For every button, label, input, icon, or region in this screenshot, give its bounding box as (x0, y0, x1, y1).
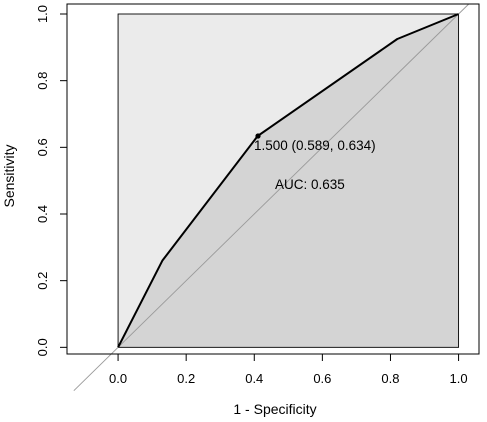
y-tick-label: 0.4 (35, 205, 50, 223)
y-tick-label: 0.0 (35, 338, 50, 356)
x-tick-label: 1.0 (450, 371, 468, 386)
auc-annotation: AUC: 0.635 (275, 177, 345, 192)
x-tick-label: 0.0 (109, 371, 127, 386)
y-tick-label: 0.6 (35, 138, 50, 156)
y-tick-label: 0.8 (35, 72, 50, 90)
axis-ticks: 0.0 0.2 0.4 0.6 0.8 1.0 0.0 0.2 0.4 0.6 0.8 1.0 (35, 5, 468, 386)
threshold-annotation: 1.500 (0.589, 0.634) (254, 138, 376, 153)
x-tick-label: 0.6 (313, 371, 331, 386)
x-axis-label: 1 - Specificity (233, 401, 316, 417)
y-tick-label: 1.0 (35, 5, 50, 23)
threshold-point (255, 133, 261, 139)
roc-curve (117, 13, 459, 348)
x-tick-label: 0.2 (177, 371, 195, 386)
x-tick-label: 0.4 (245, 371, 263, 386)
unit-square-border (117, 13, 460, 348)
y-axis-label: Sensitivity (1, 144, 17, 207)
plot-frame (66, 3, 480, 355)
plot-area (66, 3, 480, 391)
x-tick-label: 0.8 (381, 371, 399, 386)
y-tick-label: 0.2 (35, 272, 50, 290)
diagonal-reference-line (73, 3, 470, 391)
